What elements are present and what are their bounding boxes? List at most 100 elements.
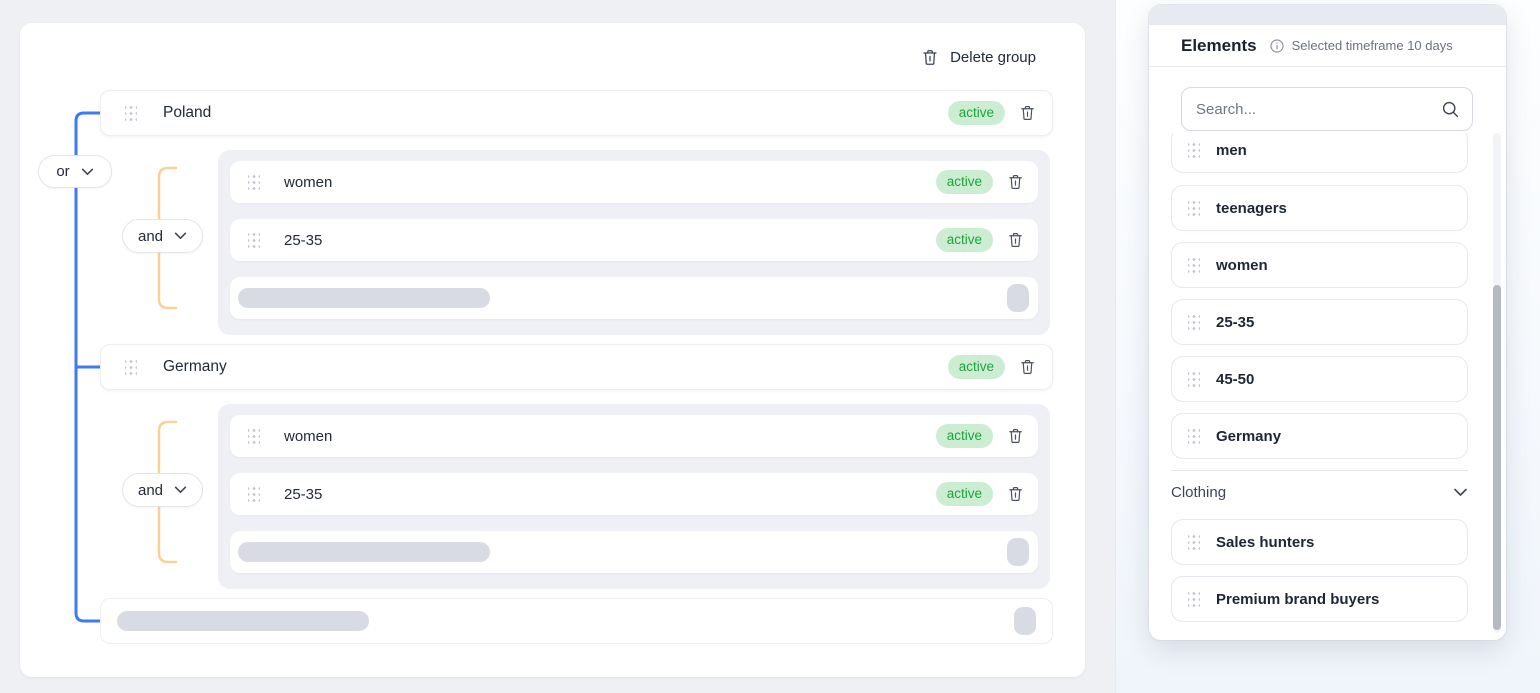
panel-top-strip [1149, 5, 1506, 25]
element-item-45-50[interactable]: 45-50 [1171, 356, 1468, 402]
element-item-women[interactable]: women [1171, 242, 1468, 288]
drag-handle-icon[interactable] [1188, 427, 1200, 445]
drag-handle-icon[interactable] [1188, 370, 1200, 388]
skeleton-pill [117, 611, 369, 631]
drag-handle-icon[interactable] [125, 104, 137, 122]
status-badge: active [947, 354, 1005, 380]
conditions-container: women active 25-35 active [218, 404, 1050, 589]
chevron-down-icon[interactable] [1453, 488, 1468, 497]
condition-row-women[interactable]: women active [230, 415, 1038, 457]
skeleton-mini-pill [1014, 607, 1036, 635]
delete-group-button[interactable]: Delete group [921, 45, 1036, 69]
element-label: Sales hunters [1216, 533, 1315, 551]
timeframe-info[interactable]: Selected timeframe 10 days [1269, 38, 1453, 54]
element-label: teenagers [1216, 199, 1287, 217]
drag-handle-icon[interactable] [248, 231, 260, 249]
condition-label: women [284, 427, 333, 445]
operator-dropdown-and[interactable]: and [122, 473, 203, 507]
operator-dropdown-and[interactable]: and [122, 219, 203, 253]
delete-row-button[interactable] [1007, 427, 1024, 445]
elements-panel: Elements Selected timeframe 10 days men … [1149, 5, 1506, 640]
section-divider [1171, 470, 1468, 471]
skeleton-pill [238, 288, 490, 308]
element-item-25-35[interactable]: 25-35 [1171, 299, 1468, 345]
element-label: 25-35 [1216, 313, 1255, 331]
delete-group-label: Delete group [950, 48, 1036, 66]
element-item-premium-brand-buyers[interactable]: Premium brand buyers [1171, 576, 1468, 622]
element-item-germany[interactable]: Germany [1171, 413, 1468, 459]
trash-icon [921, 48, 939, 67]
skeleton-mini-pill [1007, 538, 1029, 566]
element-label: Germany [1216, 427, 1282, 445]
trash-icon [1009, 487, 1022, 501]
panel-scrollbar[interactable] [1493, 133, 1501, 633]
trash-icon [1009, 233, 1022, 247]
group-label: Germany [163, 358, 227, 375]
condition-label: 25-35 [284, 231, 323, 249]
delete-row-button[interactable] [1007, 173, 1024, 191]
status-badge: active [935, 481, 993, 507]
delete-row-button[interactable] [1019, 358, 1036, 376]
trash-icon [1009, 429, 1022, 443]
group-label: Poland [163, 104, 212, 121]
search-icon[interactable] [1441, 100, 1460, 119]
trash-icon [1009, 175, 1022, 189]
drag-handle-icon[interactable] [248, 485, 260, 503]
search-box [1181, 87, 1473, 131]
chevron-down-icon [81, 168, 93, 175]
element-item-teenagers[interactable]: teenagers [1171, 185, 1468, 231]
info-icon [1269, 38, 1284, 53]
group-row-germany[interactable]: Germany active [100, 344, 1053, 390]
right-background: Elements Selected timeframe 10 days men … [1115, 0, 1540, 693]
skeleton-pill [238, 542, 490, 562]
condition-drop-placeholder [230, 531, 1038, 573]
status-badge: active [935, 169, 993, 195]
delete-row-button[interactable] [1007, 485, 1024, 503]
panel-header: Elements Selected timeframe 10 days [1149, 25, 1506, 67]
panel-title: Elements [1181, 35, 1257, 55]
status-badge: active [935, 423, 993, 449]
condition-row-25-35[interactable]: 25-35 active [230, 219, 1038, 261]
section-label: Clothing [1171, 483, 1227, 501]
element-label: men [1216, 141, 1247, 159]
skeleton-mini-pill [1007, 284, 1029, 312]
delete-row-button[interactable] [1007, 231, 1024, 249]
conditions-container: women active 25-35 active [218, 150, 1050, 335]
operator-label: and [137, 227, 164, 245]
element-item-men[interactable]: men [1171, 133, 1468, 173]
search-input[interactable] [1181, 87, 1473, 131]
operator-dropdown-or[interactable]: or [38, 155, 112, 188]
drag-handle-icon[interactable] [125, 358, 137, 376]
section-header-clothing[interactable]: Clothing [1171, 477, 1468, 507]
condition-label: 25-35 [284, 485, 323, 503]
delete-row-button[interactable] [1019, 104, 1036, 122]
drag-handle-icon[interactable] [1188, 533, 1200, 551]
drag-handle-icon[interactable] [248, 427, 260, 445]
chevron-down-icon [174, 486, 187, 494]
condition-row-women[interactable]: women active [230, 161, 1038, 203]
drag-handle-icon[interactable] [1188, 199, 1200, 217]
drag-handle-icon[interactable] [1188, 590, 1200, 608]
element-label: Premium brand buyers [1216, 590, 1380, 608]
element-label: women [1216, 256, 1268, 274]
element-label: 45-50 [1216, 370, 1255, 388]
drag-handle-icon[interactable] [248, 173, 260, 191]
group-drop-placeholder [100, 598, 1053, 644]
elements-list: men teenagers women 25-35 45-50 Germany [1149, 133, 1506, 640]
element-item-sales-hunters[interactable]: Sales hunters [1171, 519, 1468, 565]
scrollbar-thumb[interactable] [1493, 285, 1501, 630]
query-builder-card: Delete group Poland active women active [20, 23, 1085, 677]
builder-canvas: Delete group Poland active women active [20, 23, 1085, 677]
drag-handle-icon[interactable] [1188, 256, 1200, 274]
trash-icon [1021, 360, 1034, 374]
group-row-poland[interactable]: Poland active [100, 90, 1053, 136]
drag-handle-icon[interactable] [1188, 141, 1200, 159]
condition-row-25-35[interactable]: 25-35 active [230, 473, 1038, 515]
timeframe-label: Selected timeframe 10 days [1291, 38, 1453, 53]
condition-label: women [284, 173, 333, 191]
drag-handle-icon[interactable] [1188, 313, 1200, 331]
operator-label: or [56, 163, 70, 180]
condition-drop-placeholder [230, 277, 1038, 319]
trash-icon [1021, 106, 1034, 120]
operator-label: and [137, 481, 164, 499]
